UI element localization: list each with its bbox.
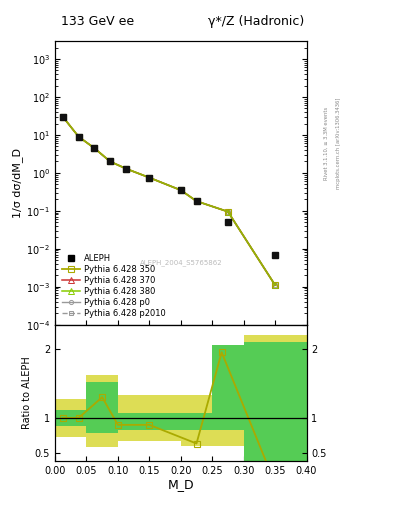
ALEPH: [147, 175, 152, 181]
Pythia 6.428 p2010: [108, 158, 112, 164]
Pythia 6.428 p0: [92, 145, 97, 151]
ALEPH: [194, 198, 199, 204]
Legend: ALEPH, Pythia 6.428 350, Pythia 6.428 370, Pythia 6.428 380, Pythia 6.428 p0, Py: ALEPH, Pythia 6.428 350, Pythia 6.428 37…: [59, 251, 169, 321]
Pythia 6.428 380: [226, 208, 230, 215]
Pythia 6.428 380: [273, 282, 277, 288]
Pythia 6.428 370: [123, 165, 128, 172]
Pythia 6.428 p0: [123, 165, 128, 172]
ALEPH: [61, 114, 65, 120]
Pythia 6.428 p2010: [92, 145, 97, 151]
ALEPH: [226, 219, 230, 225]
Pythia 6.428 350: [147, 175, 152, 181]
Line: ALEPH: ALEPH: [59, 113, 279, 258]
Pythia 6.428 370: [226, 208, 230, 215]
Text: γ*/Z (Hadronic): γ*/Z (Hadronic): [208, 15, 305, 28]
Pythia 6.428 p2010: [178, 187, 183, 193]
Line: Pythia 6.428 p0: Pythia 6.428 p0: [61, 115, 277, 287]
Pythia 6.428 p0: [61, 114, 65, 120]
ALEPH: [123, 165, 128, 172]
ALEPH: [92, 145, 97, 151]
ALEPH: [76, 134, 81, 140]
Pythia 6.428 380: [178, 187, 183, 193]
Y-axis label: 1/σ dσ/dM_D: 1/σ dσ/dM_D: [12, 148, 23, 218]
Pythia 6.428 380: [108, 158, 112, 164]
Text: Rivet 3.1.10, ≥ 3.3M events: Rivet 3.1.10, ≥ 3.3M events: [324, 106, 329, 180]
Pythia 6.428 p0: [273, 282, 277, 288]
Pythia 6.428 380: [76, 134, 81, 140]
Pythia 6.428 p2010: [61, 114, 65, 120]
ALEPH: [108, 158, 112, 164]
Pythia 6.428 p0: [76, 134, 81, 140]
Pythia 6.428 p2010: [147, 175, 152, 181]
Pythia 6.428 380: [92, 145, 97, 151]
Pythia 6.428 370: [108, 158, 112, 164]
Line: Pythia 6.428 p2010: Pythia 6.428 p2010: [61, 115, 277, 287]
Pythia 6.428 380: [147, 175, 152, 181]
Pythia 6.428 370: [76, 134, 81, 140]
Pythia 6.428 350: [226, 208, 230, 215]
Pythia 6.428 370: [61, 114, 65, 120]
Pythia 6.428 380: [61, 114, 65, 120]
Pythia 6.428 370: [178, 187, 183, 193]
Pythia 6.428 380: [194, 198, 199, 204]
Pythia 6.428 350: [194, 198, 199, 204]
Line: Pythia 6.428 350: Pythia 6.428 350: [60, 114, 278, 288]
ALEPH: [178, 187, 183, 193]
Pythia 6.428 350: [76, 134, 81, 140]
Line: Pythia 6.428 380: Pythia 6.428 380: [60, 114, 278, 288]
Pythia 6.428 370: [273, 282, 277, 288]
Pythia 6.428 p2010: [226, 208, 230, 215]
Pythia 6.428 p2010: [194, 198, 199, 204]
Y-axis label: Ratio to ALEPH: Ratio to ALEPH: [22, 356, 32, 429]
Pythia 6.428 380: [123, 165, 128, 172]
X-axis label: M_D: M_D: [167, 478, 194, 492]
Pythia 6.428 p2010: [76, 134, 81, 140]
Pythia 6.428 350: [61, 114, 65, 120]
Text: ALEPH_2004_S5765862: ALEPH_2004_S5765862: [140, 259, 222, 266]
Pythia 6.428 370: [194, 198, 199, 204]
Pythia 6.428 350: [178, 187, 183, 193]
Text: 133 GeV ee: 133 GeV ee: [61, 15, 134, 28]
Text: mcplots.cern.ch [arXiv:1306.3436]: mcplots.cern.ch [arXiv:1306.3436]: [336, 98, 341, 189]
Pythia 6.428 350: [92, 145, 97, 151]
Pythia 6.428 p0: [108, 158, 112, 164]
Pythia 6.428 p2010: [123, 165, 128, 172]
Pythia 6.428 p0: [147, 175, 152, 181]
Pythia 6.428 p0: [178, 187, 183, 193]
Pythia 6.428 370: [92, 145, 97, 151]
Pythia 6.428 p0: [226, 208, 230, 215]
Pythia 6.428 350: [273, 282, 277, 288]
Pythia 6.428 350: [123, 165, 128, 172]
Pythia 6.428 p0: [194, 198, 199, 204]
Line: Pythia 6.428 370: Pythia 6.428 370: [60, 114, 278, 288]
ALEPH: [273, 251, 277, 258]
Pythia 6.428 p2010: [273, 282, 277, 288]
Pythia 6.428 370: [147, 175, 152, 181]
Pythia 6.428 350: [108, 158, 112, 164]
